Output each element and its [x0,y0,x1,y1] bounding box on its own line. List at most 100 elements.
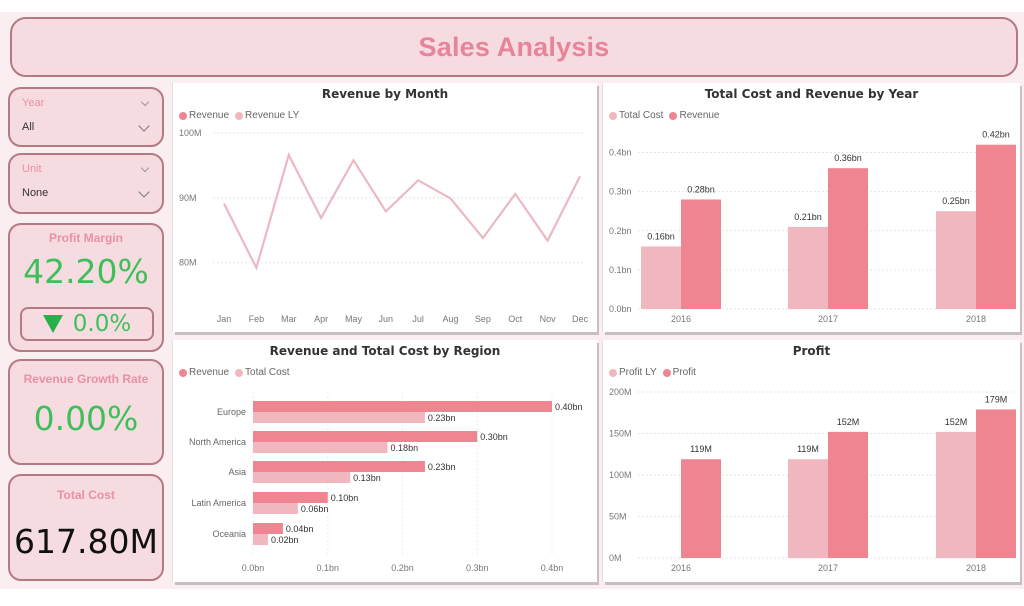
legend-label: Total Cost [619,110,664,121]
profit-margin-card: Profit Margin 42.20% 0.0% [8,223,164,352]
legend-dot-icon [662,368,671,377]
y-tick-label: 100M [609,470,632,480]
bar-total-cost [253,503,298,514]
triangle-down-icon [42,315,63,333]
data-label: 0.28bn [687,184,715,194]
legend-label: Total Cost [245,367,290,378]
x-tick-label: Nov [540,314,557,324]
x-tick-label: 0.4bn [541,563,564,573]
bar-total-cost [253,534,268,545]
unit-slicer-label: Unit [22,163,42,175]
y-tick-label: 50M [609,512,627,522]
legend-item: Revenue [179,110,229,121]
year-slicer-value: All [22,121,35,133]
bar-profit-ly [788,459,828,558]
x-tick-label: 2017 [818,563,838,573]
bar-revenue [253,431,478,442]
x-tick-label: Jun [379,314,394,324]
y-tick-label: 0.0bn [609,304,632,314]
revenue-by-month-chart: 80M 90M 100M Jan Feb Mar Apr May Jun Jul Aug Sep Oct… [179,128,588,324]
bar-revenue [253,461,425,472]
y-tick-label: 200M [609,387,632,397]
data-label: 0.06bn [301,504,329,514]
unit-slicer-value: None [22,187,49,199]
data-label: 0.30bn [480,432,508,442]
legend-label: Profit [672,367,696,378]
x-tick-label: 2018 [966,314,986,324]
x-tick-label: Apr [314,314,328,324]
y-tick-label: 100M [179,128,202,138]
bar-profit-ly [936,431,976,558]
profit-chart: 0M 50M 100M 150M 200M 2016 119M 2017 119M 152M 201… [609,387,1016,573]
y-tick-label: 0.3bn [609,187,632,197]
data-label: 0.04bn [286,524,314,534]
data-label: 0.16bn [647,231,675,241]
data-label: 0.42bn [982,130,1010,140]
revenue-ly-line [223,152,581,271]
y-category-label: North America [189,437,246,447]
total-cost-value: 617.80M [14,522,158,561]
cost-revenue-by-year-panel: Total Cost and Revenue by Year Total Cos… [603,83,1020,332]
bar-total-cost [253,442,388,453]
revenue-by-month-panel: Revenue by Month Revenue Revenue LY 80M 9… [173,83,597,332]
x-tick-label: Jan [217,314,232,324]
legend-item: Profit [662,367,696,378]
total-cost-card: Total Cost 617.80M [8,474,164,581]
chart-title: Total Cost and Revenue by Year [704,87,919,101]
y-tick-label: 0.2bn [609,226,632,236]
year-slicer[interactable]: Year All [8,87,164,147]
revenue-cost-by-region-chart: 0.0bn 0.1bn 0.2bn 0.3bn 0.4bn Europe 0.40bn 0.2… [189,392,583,573]
chevron-down-icon[interactable] [138,186,150,198]
y-tick-label: 90M [179,193,197,203]
y-tick-label: 0.4bn [609,148,632,158]
data-label: 0.13bn [353,473,381,483]
chevron-down-icon[interactable] [138,120,150,132]
bar-profit [828,431,868,558]
data-label: 0.02bn [271,535,299,545]
bar-total-cost [788,226,828,309]
data-label: 0.18bn [391,443,419,453]
chart-title: Revenue by Month [321,87,449,101]
legend-label: Profit LY [619,367,657,378]
total-cost-title: Total Cost [57,488,115,502]
legend-label: Revenue [189,110,230,121]
legend-item: Revenue [669,110,720,121]
revenue-cost-by-region-panel: Revenue and Total Cost by Region Revenue… [173,340,597,582]
bar-revenue [828,168,868,309]
bar-total-cost [253,472,351,483]
y-category-label: Latin America [191,498,246,508]
chevron-down-icon[interactable] [140,97,150,107]
data-label: 0.23bn [428,413,456,423]
chart-legend: Revenue Total Cost [179,367,290,378]
y-tick-label: 0.1bn [609,265,632,275]
year-slicer-label: Year [22,97,45,109]
unit-slicer[interactable]: Unit None [8,153,164,214]
bar-revenue [253,492,328,503]
data-label: 0.21bn [794,212,822,222]
chevron-down-icon[interactable] [140,163,150,173]
legend-dot-icon [609,111,617,120]
legend-label: Revenue LY [245,110,300,121]
profit-margin-delta: 0.0% [20,307,154,341]
y-category-label: Oceania [212,529,246,539]
x-tick-label: 0.3bn [466,563,489,573]
header-banner: Sales Analysis [10,17,1018,77]
x-tick-label: May [345,314,363,324]
legend-item: Revenue LY [235,110,299,121]
data-label: 0.10bn [331,493,359,503]
x-tick-label: Jul [412,314,424,324]
x-tick-label: 0.0bn [242,563,265,573]
x-tick-label: 2017 [818,314,838,324]
data-label: 119M [690,444,712,454]
chart-legend: Revenue Revenue LY [179,110,299,121]
legend-dot-icon [669,111,678,120]
x-tick-label: 2018 [966,563,986,573]
bar-revenue [253,523,283,534]
page-title: Sales Analysis [418,31,610,62]
bar-total-cost [641,246,681,309]
bar-total-cost [253,412,425,423]
revenue-growth-card: Revenue Growth Rate 0.00% [8,359,164,465]
data-label: 0.25bn [942,196,970,206]
y-tick-label: 150M [609,429,632,439]
